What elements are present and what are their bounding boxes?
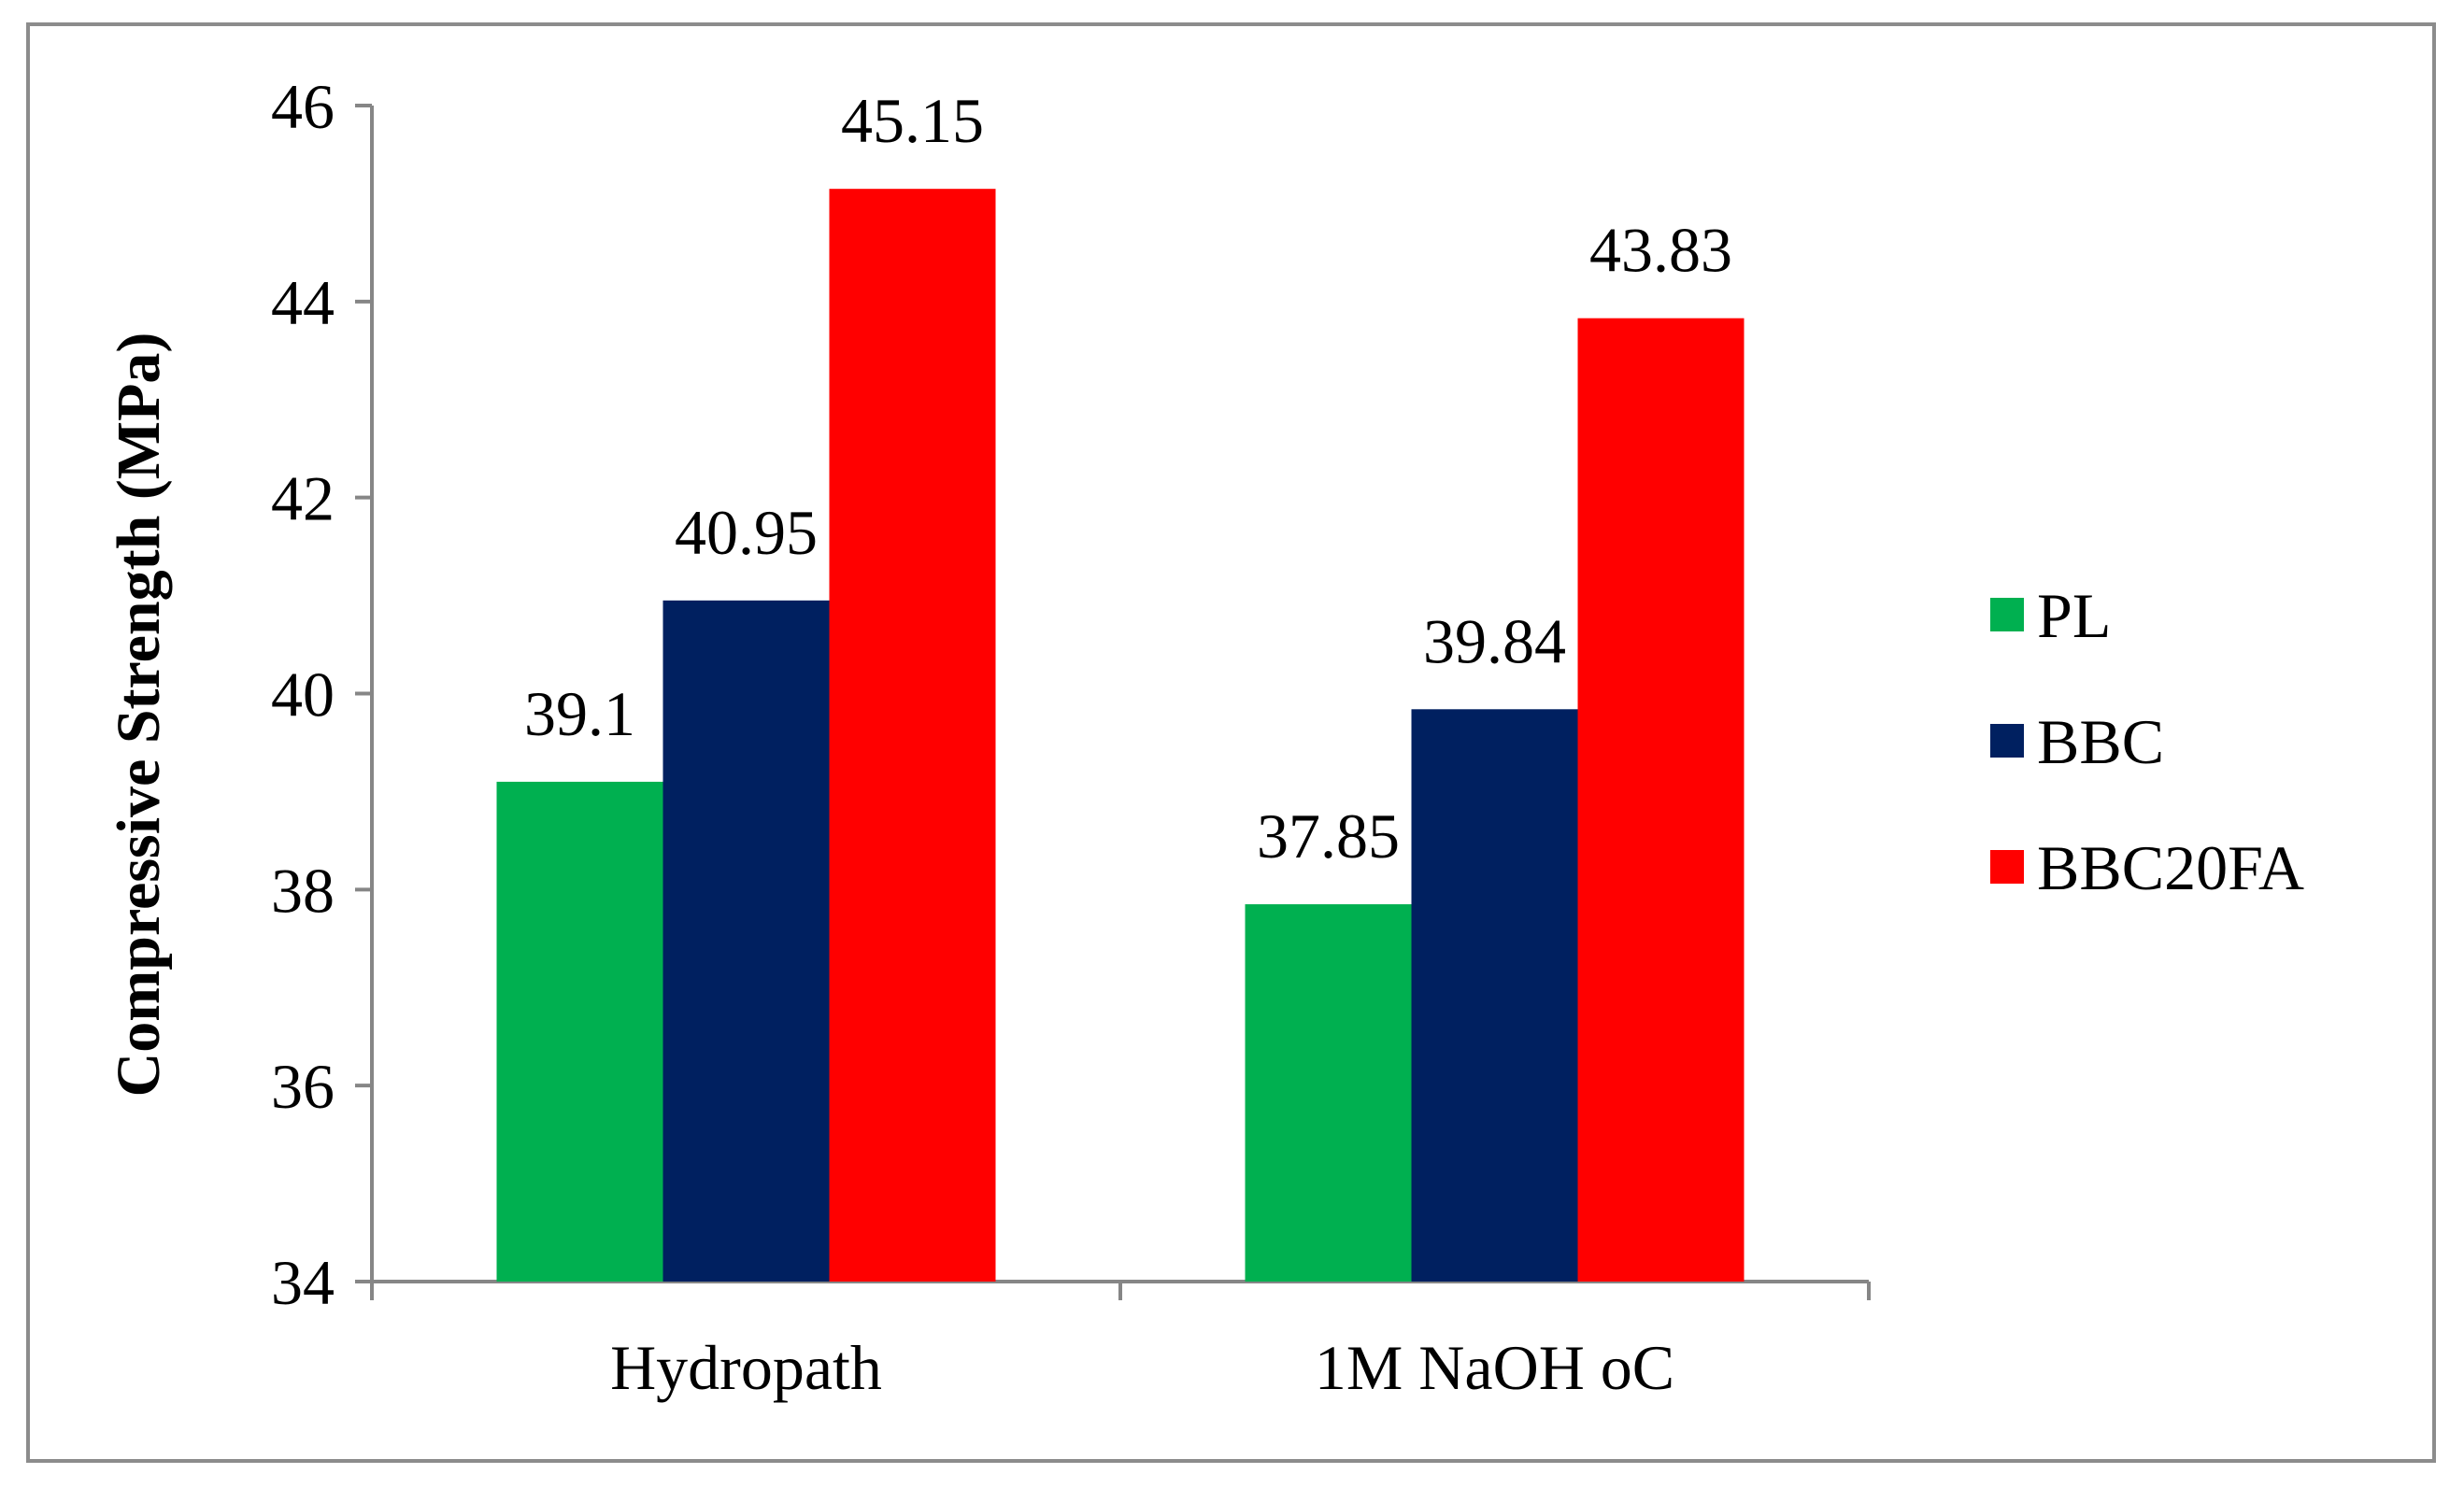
- data-label: 43.83: [1589, 215, 1732, 286]
- bar-bbc20fa-0: [829, 189, 996, 1282]
- y-tick-label: 38: [271, 855, 335, 926]
- bar-bbc-1: [1411, 709, 1578, 1282]
- legend-swatch-bbc20fa: [1990, 850, 2024, 884]
- legend-label: BBC20FA: [2037, 832, 2304, 903]
- y-tick-label: 46: [271, 71, 335, 142]
- bar-pl-1: [1245, 904, 1412, 1282]
- x-category-label: Hydropath: [610, 1332, 882, 1403]
- legend-label: BBC: [2037, 706, 2164, 777]
- legend-swatch-bbc: [1990, 724, 2024, 758]
- x-category-label: 1M NaOH oC: [1315, 1332, 1674, 1403]
- bar-bbc-0: [662, 600, 830, 1282]
- y-tick-label: 36: [271, 1051, 335, 1122]
- plot-area: 34 36 38 40 42 44 46 39.1 40.95 45.15 Hydropath 37.…: [271, 71, 1871, 1403]
- y-tick-label: 44: [271, 267, 335, 338]
- legend-label: PL: [2037, 580, 2111, 651]
- data-label: 37.85: [1257, 801, 1400, 872]
- data-label: 45.15: [841, 85, 984, 156]
- y-tick-label: 40: [271, 659, 335, 730]
- bar-pl-0: [496, 781, 663, 1282]
- chart-border: [26, 22, 2436, 1463]
- data-label: 39.1: [524, 678, 635, 749]
- data-label: 40.95: [675, 497, 818, 568]
- bar-bbc20fa-1: [1577, 318, 1745, 1282]
- y-axis-title: Compressive Strength (MPa): [105, 333, 173, 1098]
- y-tick-label: 34: [271, 1247, 335, 1318]
- legend-swatch-pl: [1990, 598, 2024, 631]
- y-tick-label: 42: [271, 463, 335, 534]
- data-label: 39.84: [1423, 605, 1566, 676]
- legend: PL BBC BBC20FA: [1990, 580, 2304, 903]
